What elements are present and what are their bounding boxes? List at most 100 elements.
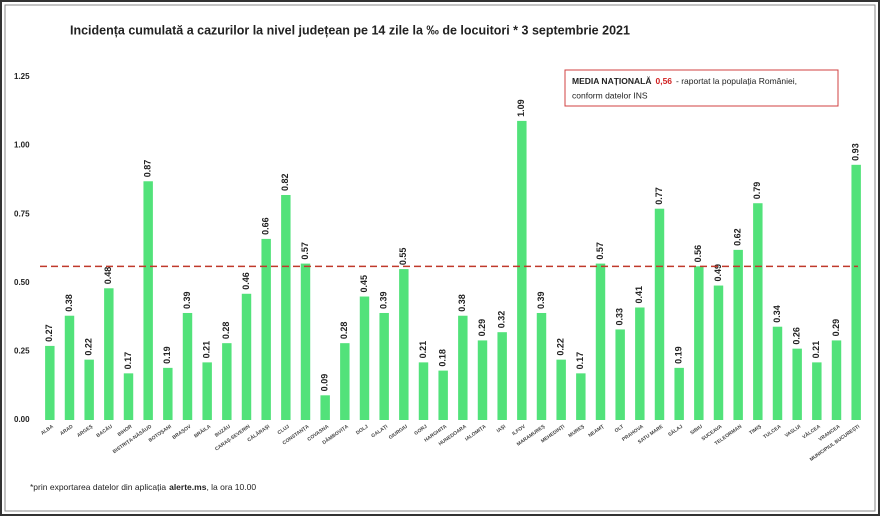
bar — [477, 340, 488, 420]
bar — [123, 373, 134, 420]
bar — [163, 367, 173, 420]
value-label: 0.49 — [713, 264, 723, 282]
bar — [84, 359, 94, 420]
y-tick-label: 1.25 — [14, 72, 30, 81]
y-tick-label: 1.00 — [14, 141, 30, 150]
value-label: 0.87 — [143, 160, 153, 178]
value-label: 0.21 — [202, 341, 212, 359]
value-label: 0.17 — [575, 352, 585, 370]
annotation: MEDIA NAȚIONALĂ 0,56 - raportat la populaț… — [572, 76, 797, 86]
value-label: 0.66 — [261, 217, 271, 235]
value-label: 0.57 — [300, 242, 310, 260]
bar — [104, 288, 114, 420]
value-label: 0.28 — [221, 322, 231, 340]
footnote-app: alerte.ms — [169, 482, 207, 492]
bar — [241, 293, 252, 420]
bar — [300, 263, 311, 420]
value-label: 0.22 — [556, 338, 566, 356]
value-label: 0.46 — [241, 272, 251, 290]
annotation-text: conform datelor INS — [572, 90, 648, 100]
value-label: 0.39 — [536, 291, 546, 309]
bar — [497, 332, 507, 420]
bar — [261, 238, 271, 420]
footnote-text: *prin exportarea datelor din aplicația — [30, 482, 166, 492]
value-label: 0.09 — [320, 374, 330, 392]
bar — [615, 329, 625, 420]
bar — [379, 312, 389, 420]
chart-title: Incidența cumulată a cazurilor la nivel … — [70, 23, 630, 37]
y-tick-label: 0.00 — [14, 415, 30, 424]
value-label: 0.26 — [792, 327, 802, 345]
bar — [674, 367, 684, 420]
footnote: *prin exportarea datelor din aplicația al… — [30, 482, 256, 492]
value-label: 0.18 — [438, 349, 448, 367]
value-label: 0.57 — [595, 242, 605, 260]
annotation-heading: MEDIA NAȚIONALĂ — [572, 76, 651, 86]
value-label: 0.22 — [84, 338, 94, 356]
y-tick-label: 0.50 — [14, 278, 30, 287]
value-label: 0.21 — [418, 341, 428, 359]
value-label: 0.93 — [851, 143, 861, 161]
bar — [772, 326, 783, 420]
value-label: 0.29 — [831, 319, 841, 337]
value-label: 0.56 — [693, 245, 703, 263]
annotation-value: 0,56 — [655, 76, 672, 86]
value-label: 0.27 — [44, 324, 54, 342]
annotation-box — [564, 69, 839, 107]
value-label: 0.79 — [752, 182, 762, 200]
footnote-text: , la ora 10.00 — [206, 482, 256, 492]
value-label: 0.55 — [398, 248, 408, 266]
value-label: 1.09 — [516, 99, 526, 117]
value-label: 0.38 — [457, 294, 467, 312]
y-tick-label: 0.75 — [14, 209, 30, 218]
value-label: 0.29 — [477, 319, 487, 337]
bar — [595, 263, 606, 420]
bar — [320, 395, 330, 420]
bar — [733, 249, 743, 420]
value-label: 0.33 — [615, 308, 625, 326]
bar — [556, 359, 566, 420]
value-label: 0.38 — [64, 294, 74, 312]
bar — [713, 285, 724, 420]
bar — [340, 343, 350, 420]
bar — [458, 315, 468, 420]
value-label: 0.41 — [634, 286, 644, 304]
bar — [182, 312, 193, 420]
bar — [517, 120, 527, 421]
bar — [438, 370, 448, 420]
bar — [812, 362, 822, 420]
bar — [359, 296, 370, 420]
bar — [654, 208, 665, 420]
x-tick-label: IAȘI — [496, 423, 508, 434]
y-tick-label: 0.25 — [14, 347, 30, 356]
value-label: 0.17 — [123, 352, 133, 370]
bar — [399, 269, 409, 420]
bar — [753, 203, 763, 420]
value-label: 0.45 — [359, 275, 369, 293]
value-label: 0.48 — [103, 267, 113, 285]
value-label: 0.28 — [339, 322, 349, 340]
bar — [202, 362, 212, 420]
x-tick-label: OLT — [614, 424, 625, 434]
bar — [694, 266, 704, 420]
value-label: 0.77 — [654, 187, 664, 205]
value-label: 0.21 — [811, 341, 821, 359]
bar — [418, 362, 429, 420]
bar — [222, 343, 232, 420]
value-label: 0.34 — [772, 305, 782, 323]
value-label: 0.62 — [733, 228, 743, 246]
inner-frame — [4, 4, 876, 512]
bar — [45, 345, 55, 420]
bar — [143, 181, 153, 420]
annotation-text: - raportat la populația României, — [676, 76, 797, 86]
value-label: 0.19 — [162, 346, 172, 364]
value-label: 0.32 — [497, 311, 507, 329]
value-label: 0.82 — [280, 173, 290, 191]
value-label: 0.39 — [182, 291, 192, 309]
bar — [536, 312, 547, 420]
bar — [281, 194, 291, 420]
bar — [792, 348, 802, 420]
bar — [831, 340, 842, 420]
bar — [635, 307, 645, 420]
